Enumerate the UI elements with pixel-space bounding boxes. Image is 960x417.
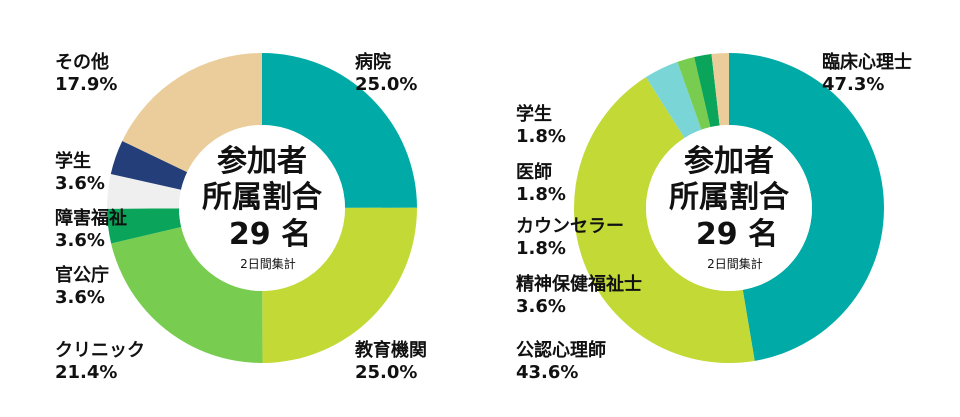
- donut-slice: [262, 207, 417, 363]
- slice-value-label: 1.8%: [516, 184, 566, 205]
- donut-left-hole: [179, 125, 345, 291]
- slice-label: 障害福祉: [55, 207, 127, 229]
- slice-value-label: 43.6%: [516, 362, 578, 383]
- slice-value-label: 3.6%: [55, 287, 105, 308]
- center-count: 29 名: [229, 217, 311, 252]
- donut-slice: [574, 77, 755, 363]
- donut-left-center: 参加者 所属割合 29 名 2日間集計: [202, 144, 322, 271]
- slice-value-label: 25.0%: [355, 74, 417, 95]
- donut-right-center: 参加者 所属割合 29 名 2日間集計: [669, 144, 789, 271]
- center-title-line2: 所属割合: [202, 180, 322, 215]
- center-title-line1: 参加者: [684, 144, 774, 179]
- donut-slice: [645, 61, 702, 138]
- center-count: 29 名: [696, 217, 778, 252]
- slice-label: 精神保健福祉士: [516, 273, 642, 295]
- center-note: 2日間集計: [240, 256, 296, 271]
- slice-value-label: 1.8%: [516, 126, 566, 147]
- slice-value-label: 17.9%: [55, 74, 117, 95]
- donut-left-labels: 病院 25.0% 教育機関 25.0% クリニック 21.4% 官公庁 3.6%…: [55, 51, 427, 383]
- donut-slice: [729, 53, 884, 361]
- slice-value-label: 3.6%: [55, 173, 105, 194]
- slice-value-label: 3.6%: [55, 230, 105, 251]
- slice-label: 臨床心理士: [822, 51, 912, 73]
- donut-slice: [122, 53, 262, 173]
- donut-right-slices: [574, 53, 884, 363]
- donut-slice: [107, 208, 182, 244]
- donut-slice: [711, 53, 729, 126]
- slice-label: 医師: [516, 161, 552, 183]
- slice-value-label: 47.3%: [822, 74, 884, 95]
- center-title-line1: 参加者: [217, 144, 307, 179]
- donut-slice: [107, 173, 182, 209]
- slice-label: 公認心理師: [516, 339, 606, 361]
- slice-label: 学生: [516, 103, 552, 125]
- donut-slice: [110, 140, 188, 190]
- slice-value-label: 21.4%: [55, 362, 117, 383]
- donut-left-slices: [107, 53, 417, 363]
- donut-chart-left: 参加者 所属割合 29 名 2日間集計 病院 25.0% 教育機関 25.0% …: [55, 51, 427, 383]
- slice-label: カウンセラー: [516, 216, 624, 237]
- donut-slice: [111, 226, 263, 363]
- slice-label: 学生: [55, 150, 91, 172]
- center-note: 2日間集計: [707, 256, 763, 271]
- slice-label: その他: [55, 51, 109, 73]
- slice-label: 病院: [355, 51, 391, 73]
- slice-label: 官公庁: [55, 264, 109, 286]
- slice-label: 教育機関: [355, 339, 427, 361]
- slice-label: クリニック: [55, 340, 145, 361]
- slice-value-label: 3.6%: [516, 296, 566, 317]
- slice-value-label: 25.0%: [355, 362, 417, 383]
- donut-slice: [677, 56, 711, 130]
- slice-value-label: 1.8%: [516, 238, 566, 259]
- donut-slice: [262, 53, 417, 208]
- center-title-line2: 所属割合: [669, 180, 789, 215]
- donut-right-hole: [646, 125, 812, 291]
- donut-right-labels: 臨床心理士 47.3% 公認心理師 43.6% 精神保健福祉士 3.6% カウン…: [516, 51, 912, 383]
- donut-chart-right: 参加者 所属割合 29 名 2日間集計 臨床心理士 47.3% 公認心理師 43…: [516, 51, 912, 383]
- donut-slice: [694, 53, 720, 128]
